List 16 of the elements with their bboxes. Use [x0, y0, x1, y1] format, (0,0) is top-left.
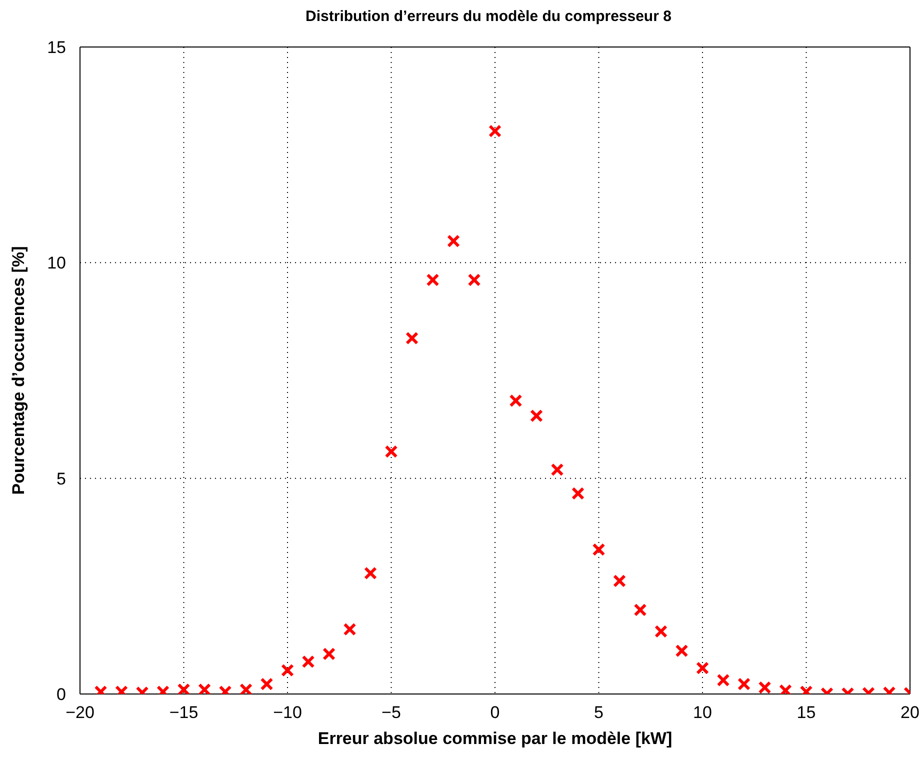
y-tick-label: 10 — [47, 254, 66, 273]
x-tick-label: −20 — [66, 703, 94, 722]
x-tick-label: 0 — [490, 703, 500, 722]
x-tick-label: −5 — [382, 703, 401, 722]
x-tick-label: 20 — [900, 703, 920, 722]
y-tick-label: 15 — [47, 38, 66, 58]
x-axis-title: Erreur absolue commise par le modèle [kW] — [318, 729, 672, 748]
x-tick-label: 5 — [594, 703, 604, 722]
y-axis-title: Pourcentage d’occurences [%] — [9, 246, 28, 495]
x-tick-label: 15 — [796, 703, 816, 722]
y-tick-label: 0 — [56, 685, 66, 704]
chart-title: Distribution d’erreurs du modèle du compresseur 8 — [304, 8, 672, 27]
x-tick-label: −15 — [169, 703, 198, 722]
x-tick-label: −10 — [273, 703, 302, 722]
y-tick-label: 5 — [56, 469, 66, 488]
x-tick-label: 10 — [693, 703, 712, 722]
